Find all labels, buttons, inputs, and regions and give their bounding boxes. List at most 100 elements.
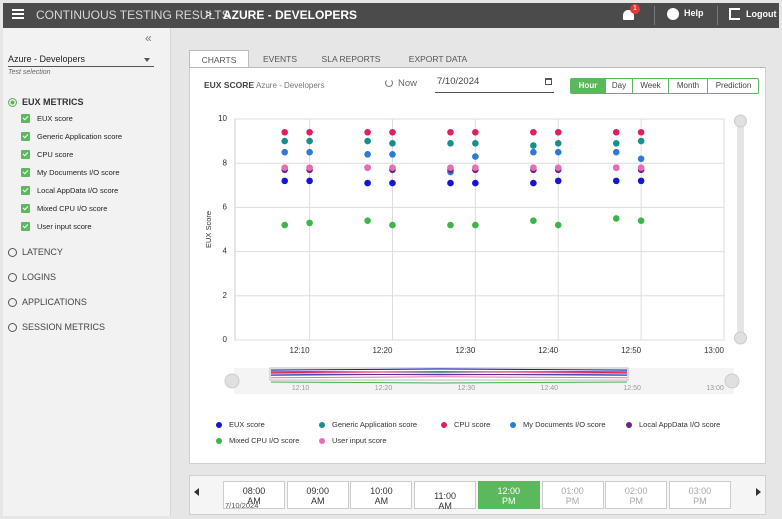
metric-checkbox[interactable]: Local AppData I/O score [21, 184, 161, 198]
data-point [281, 128, 289, 136]
date-input[interactable]: 7/10/2024 [435, 76, 554, 93]
navigator-line [270, 370, 628, 373]
range-button[interactable]: Day [605, 79, 632, 93]
legend-swatch [319, 422, 325, 428]
checkbox [21, 132, 30, 141]
help-label: Help [684, 8, 704, 18]
data-point [447, 221, 454, 229]
data-point [612, 140, 620, 147]
metric-checkbox[interactable]: CPU score [21, 148, 161, 162]
navigator-line [270, 373, 628, 376]
range-button[interactable]: Month [668, 79, 707, 93]
time-slot[interactable]: 03:00 PM [668, 481, 731, 509]
calendar-icon [545, 78, 552, 85]
legend-label: Mixed CPU I/O score [229, 436, 300, 445]
menu-icon[interactable] [12, 9, 24, 11]
metric-group[interactable]: EUX METRICS [8, 96, 158, 110]
metric-checkbox[interactable]: Generic Application score [21, 130, 161, 144]
legend-label: Local AppData I/O score [639, 420, 721, 429]
data-point [472, 128, 479, 136]
data-point [281, 177, 289, 185]
data-point [530, 164, 537, 171]
x-tick-label: 12:20 [372, 346, 393, 355]
x-tick-label: 12:40 [538, 346, 559, 355]
checkbox [21, 204, 30, 213]
timeline-next[interactable] [756, 488, 761, 496]
time-slot[interactable]: 10:00 AM [350, 481, 413, 509]
help-icon [667, 8, 679, 20]
data-point [554, 164, 562, 171]
group-label: APPLICATIONS [22, 297, 87, 307]
tab-active[interactable]: CHARTS [189, 50, 249, 68]
y-tick-label: 4 [223, 247, 228, 256]
select-label: Test selection [8, 69, 51, 76]
group-label: LATENCY [22, 247, 63, 257]
time-slot[interactable]: 01:00 PM [541, 481, 604, 509]
legend-swatch [216, 422, 222, 428]
metric-checkbox[interactable]: User input score [21, 220, 161, 234]
data-point [447, 164, 454, 171]
data-point [530, 179, 537, 187]
metric-checkbox[interactable]: My Documents I/O score [21, 166, 161, 180]
y-tick-label: 2 [223, 291, 228, 300]
time-slot[interactable]: 02:00 PM [605, 481, 668, 509]
legend-swatch [626, 422, 632, 428]
group-label: SESSION METRICS [22, 322, 106, 332]
data-point [612, 215, 620, 222]
data-point [530, 128, 537, 136]
radio [8, 323, 17, 332]
time-slot[interactable]: 08:00 AM [223, 481, 285, 509]
data-point [364, 164, 371, 171]
x-tick-label: 12:10 [290, 346, 311, 355]
header-title: CONTINUOUS TESTING RESULTS [36, 8, 230, 22]
range-button[interactable]: Week [632, 79, 668, 93]
metric-group[interactable]: APPLICATIONS [8, 296, 158, 310]
radio [8, 298, 17, 307]
x-tick-label: 12:50 [621, 346, 642, 355]
notification-badge: 1 [630, 4, 640, 14]
test-select[interactable]: Azure - Developers [8, 54, 154, 67]
metric-group[interactable]: LOGINS [8, 271, 158, 285]
time-slot[interactable]: 09:00 AM [286, 481, 349, 509]
data-point [447, 179, 454, 187]
tab[interactable]: EVENTS [262, 54, 297, 64]
navigator-tick-label: 12:40 [540, 385, 558, 392]
divider [654, 6, 655, 25]
metric-checkbox[interactable]: Mixed CPU I/O score [21, 202, 161, 216]
sidebar: « Azure - Developers Test selection EUX MET… [3, 28, 171, 516]
tab[interactable]: SLA REPORTS [321, 54, 381, 64]
divider [717, 6, 718, 25]
data-point [447, 140, 454, 147]
notifications[interactable]: 1 [622, 4, 640, 23]
checkbox [21, 168, 30, 177]
y-tick-label: 8 [223, 158, 228, 167]
data-point [554, 148, 562, 156]
range-button-active[interactable]: Hour [571, 79, 605, 93]
tab[interactable]: EXPORT DATA [408, 54, 468, 64]
range-button[interactable]: Prediction [707, 79, 759, 93]
data-point [281, 164, 289, 171]
timeline-prev[interactable] [194, 488, 199, 496]
navigator-line [270, 376, 628, 379]
navigator-line [270, 371, 628, 374]
legend-label: CPU score [454, 420, 491, 429]
metric-group[interactable]: LATENCY [8, 246, 158, 260]
metric-label: User input score [37, 222, 92, 231]
logout-icon [729, 8, 740, 20]
navigator[interactable]: 12:10 12:20 12:30 12:40 12:50 13:00 [190, 364, 765, 454]
y-axis-label: EUX Score [204, 211, 213, 248]
time-slot[interactable]: 11:00 AM [414, 481, 477, 511]
data-point [306, 128, 313, 136]
metric-group[interactable]: SESSION METRICS [8, 321, 158, 335]
data-point [306, 148, 313, 156]
time-slot-active[interactable]: 12:00 PM [477, 481, 540, 509]
data-point [364, 179, 371, 187]
legend-label: User input score [332, 436, 387, 445]
data-point [472, 179, 479, 187]
metric-checkbox[interactable]: EUX score [21, 112, 161, 126]
data-point [637, 128, 645, 136]
collapse-button[interactable]: « [145, 31, 152, 45]
metric-label: CPU score [37, 150, 74, 159]
toolbar-title: EUX SCORE [204, 80, 255, 90]
